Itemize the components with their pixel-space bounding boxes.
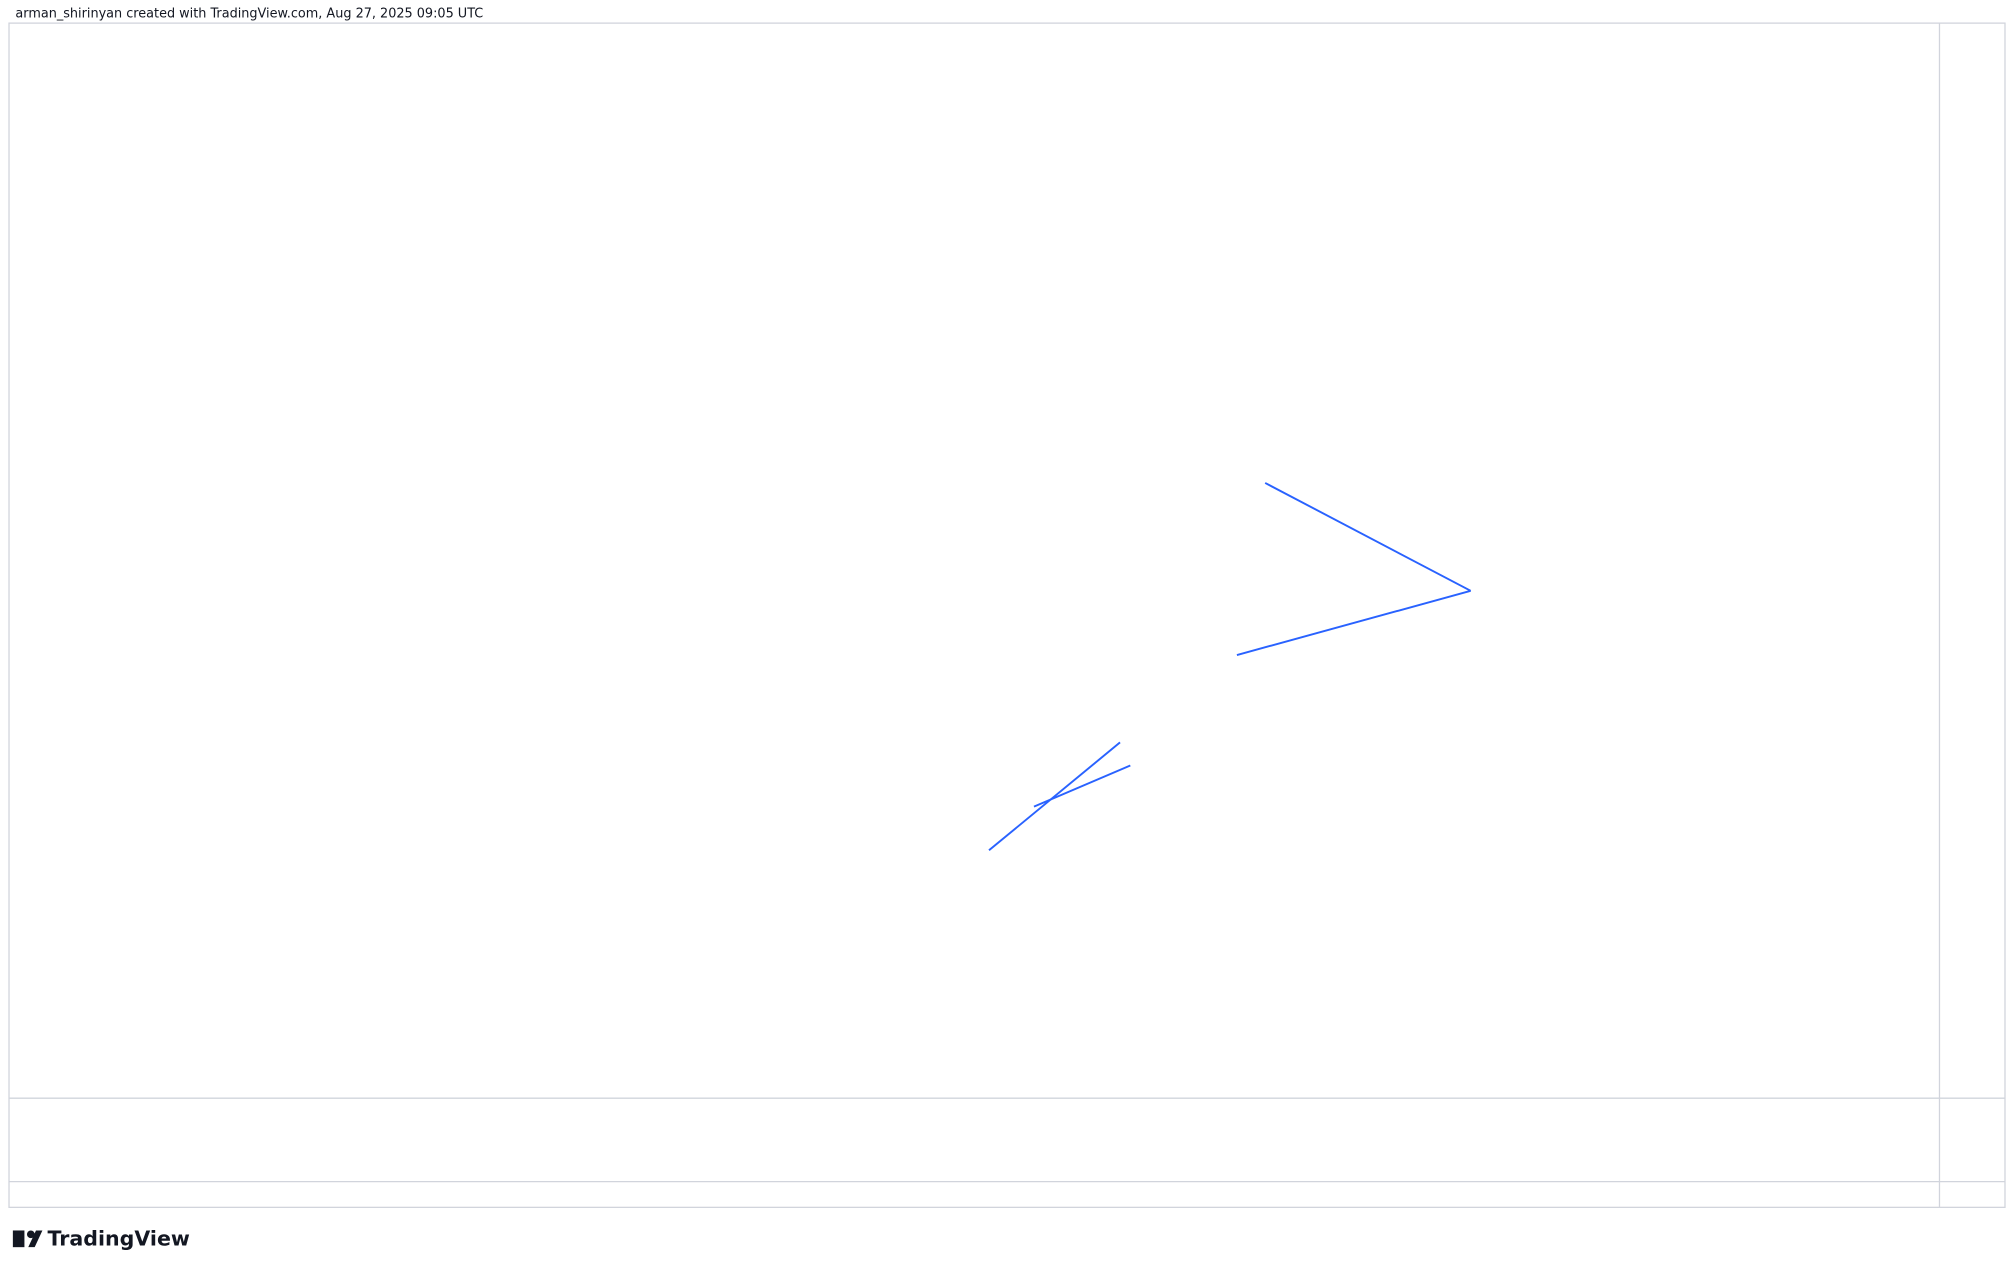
trendline bbox=[988, 741, 1121, 852]
byline: arman_shirinyan created with TradingView… bbox=[15, 7, 483, 22]
trendlines bbox=[988, 482, 1472, 852]
trendline bbox=[1264, 482, 1472, 592]
logo-mark bbox=[12, 1230, 25, 1248]
trendline bbox=[1236, 589, 1471, 656]
frame bbox=[8, 22, 2006, 1208]
trendline bbox=[1033, 764, 1131, 808]
logo-mark bbox=[28, 1230, 43, 1248]
logo-mark bbox=[26, 1230, 35, 1239]
logo: TradingView bbox=[12, 1226, 190, 1250]
logo-text: TradingView bbox=[48, 1226, 190, 1250]
